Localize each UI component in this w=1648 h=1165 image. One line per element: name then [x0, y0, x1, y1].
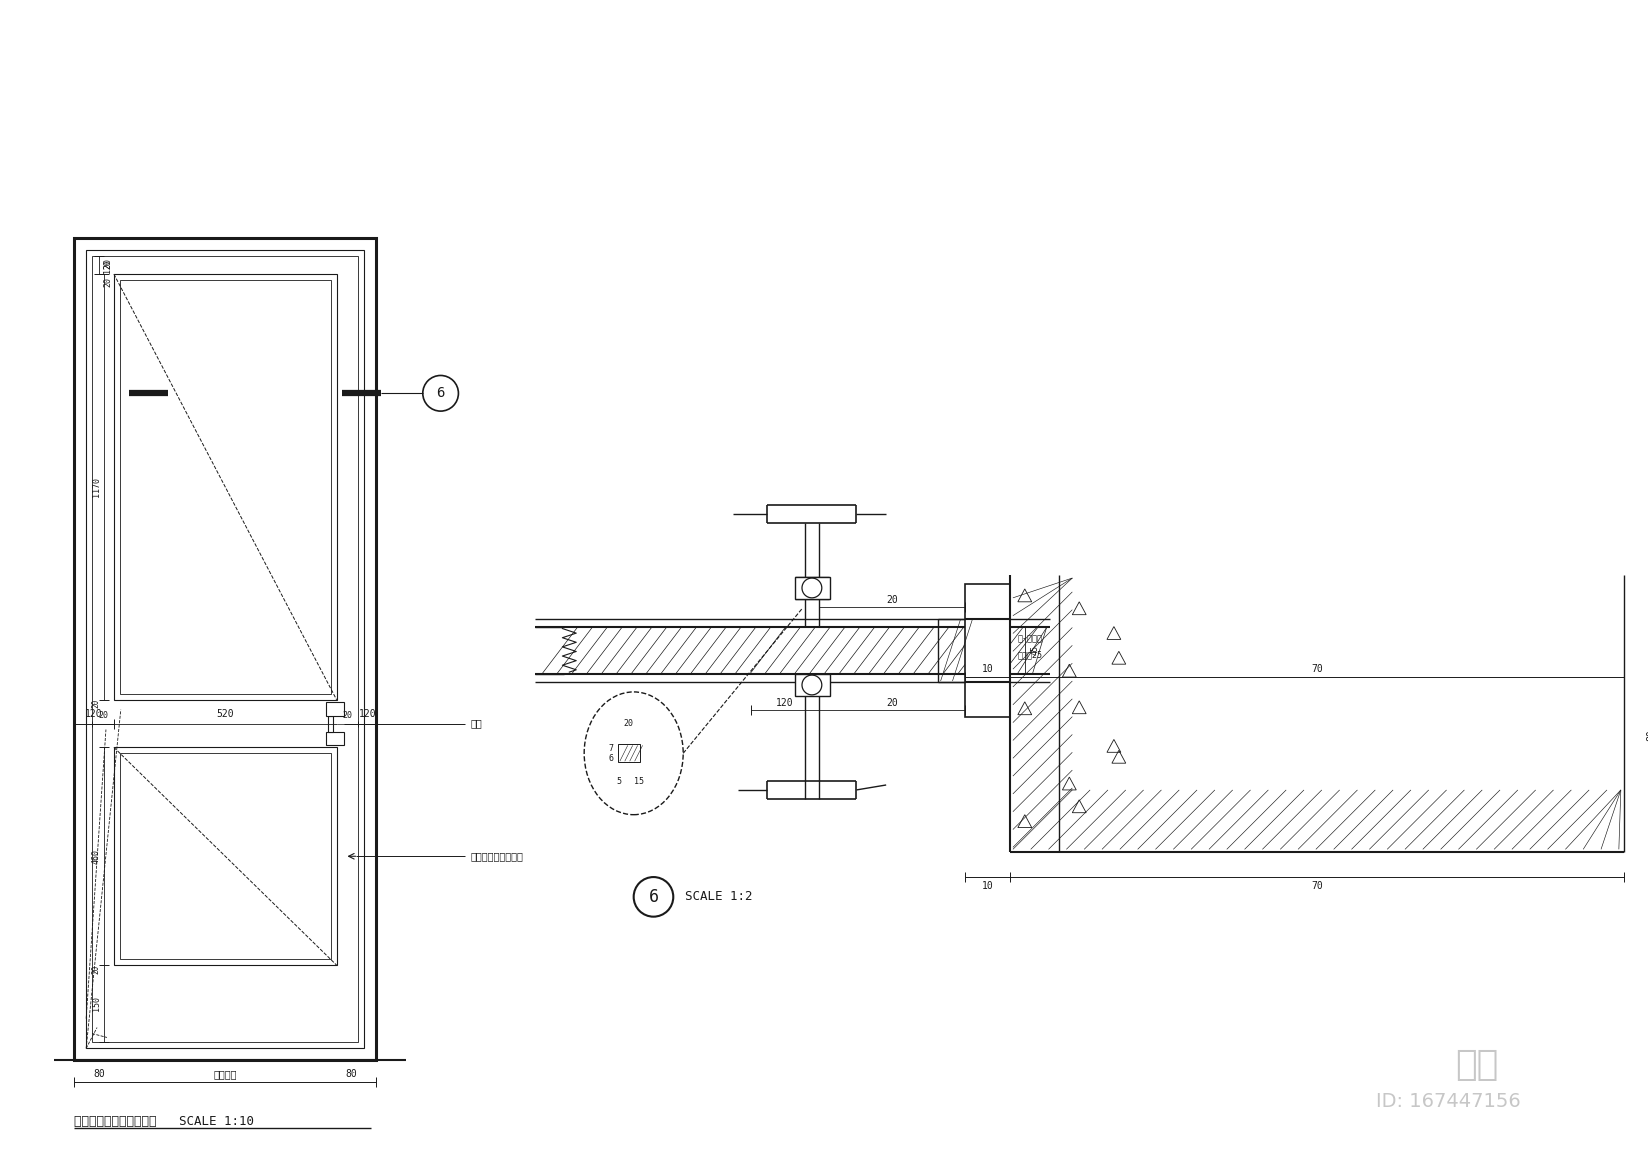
- Text: 120: 120: [86, 708, 102, 719]
- Text: 6: 6: [608, 754, 613, 763]
- Text: 45: 45: [1030, 645, 1040, 656]
- Text: 安装门宽: 安装门宽: [214, 1069, 237, 1079]
- Text: 460: 460: [92, 849, 101, 863]
- Text: 父-泡沫体: 父-泡沫体: [1018, 634, 1043, 643]
- Text: 20: 20: [887, 698, 898, 708]
- Text: ID: 167447156: ID: 167447156: [1376, 1093, 1521, 1111]
- Bar: [114, 748, 336, 965]
- Text: 6: 6: [437, 387, 445, 401]
- Text: 15: 15: [633, 777, 644, 785]
- Text: 120: 120: [359, 708, 376, 719]
- Text: 20: 20: [887, 595, 898, 605]
- Text: 20: 20: [104, 277, 112, 287]
- Text: 20: 20: [97, 711, 109, 720]
- Text: 1170: 1170: [92, 476, 101, 497]
- Text: 知末: 知末: [1455, 1048, 1498, 1082]
- Text: 20: 20: [343, 711, 353, 720]
- Bar: [326, 701, 343, 715]
- Text: 10: 10: [982, 664, 994, 675]
- Text: 150: 150: [92, 996, 101, 1011]
- Bar: [328, 715, 333, 732]
- Bar: [86, 250, 364, 1048]
- Text: SCALE 1:2: SCALE 1:2: [686, 890, 753, 903]
- Bar: [120, 754, 331, 959]
- Text: 6: 6: [648, 888, 659, 906]
- Text: 80: 80: [94, 1069, 105, 1079]
- Text: 木饰面白色工艺门立面图   SCALE 1:10: 木饰面白色工艺门立面图 SCALE 1:10: [74, 1115, 254, 1128]
- Text: 520: 520: [216, 708, 234, 719]
- Text: 20: 20: [92, 965, 101, 974]
- Text: 20: 20: [623, 719, 634, 728]
- Bar: [794, 577, 829, 599]
- Text: 80: 80: [346, 1069, 358, 1079]
- Text: 厚度约25: 厚度约25: [1018, 651, 1043, 659]
- Text: 20: 20: [92, 699, 101, 708]
- Text: 5: 5: [616, 777, 621, 785]
- Text: 20: 20: [104, 260, 112, 269]
- Text: 120: 120: [104, 257, 112, 273]
- Text: 70: 70: [1312, 881, 1323, 891]
- Bar: [74, 239, 376, 1060]
- Bar: [114, 274, 336, 700]
- Bar: [966, 584, 1010, 716]
- Bar: [618, 744, 639, 762]
- Bar: [92, 256, 358, 1043]
- Bar: [326, 732, 343, 746]
- Text: 饰木饰面白色亚光漆: 饰木饰面白色亚光漆: [470, 852, 522, 861]
- Text: 10: 10: [982, 881, 994, 891]
- Bar: [120, 280, 331, 694]
- Text: 7: 7: [608, 743, 613, 753]
- Text: 120: 120: [776, 698, 793, 708]
- Bar: [794, 675, 829, 696]
- Text: 70: 70: [1312, 664, 1323, 675]
- Text: 拉手: 拉手: [470, 719, 483, 728]
